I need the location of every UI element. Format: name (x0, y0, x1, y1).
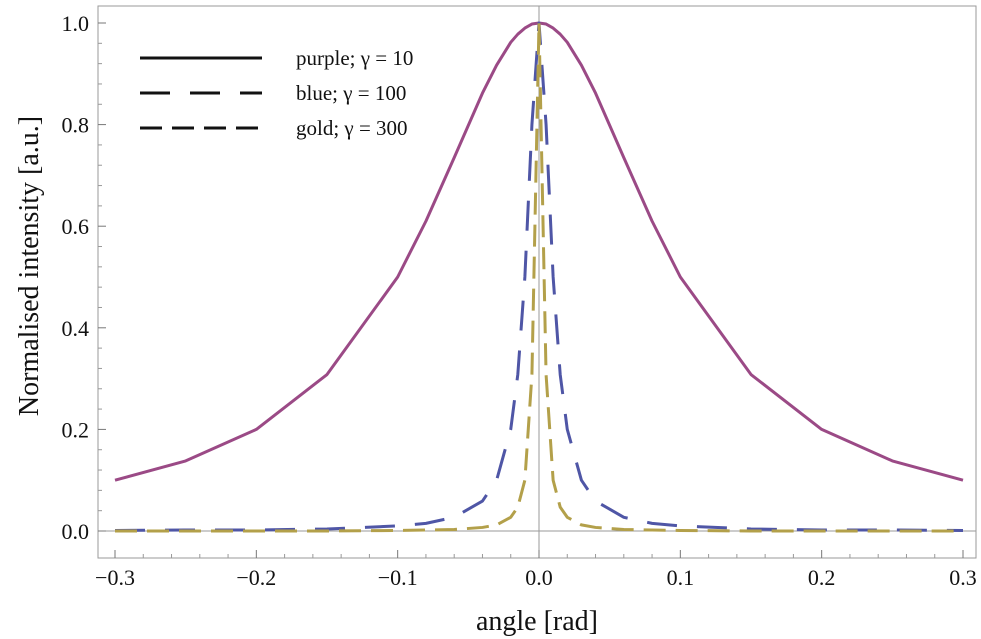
series-line-3 (115, 21, 963, 533)
plot-frame (97, 5, 977, 559)
x-tick-label: 0.0 (525, 565, 553, 590)
legend-label: purple; γ = 10 (296, 46, 413, 70)
y-axis-ticks: 0.0 0.2 0.4 0.6 0.8 1.0 (62, 11, 106, 544)
y-axis-title: Normalised intensity [a.u.] (14, 116, 45, 416)
x-tick-label: −0.2 (236, 565, 276, 590)
y-tick-label: 1.0 (62, 11, 90, 36)
y-tick-label: 0.4 (62, 316, 90, 341)
x-axis-ticks: −0.3 −0.2 −0.1 0.0 0.1 0.2 0.3 (95, 550, 977, 590)
x-tick-label: 0.2 (808, 565, 836, 590)
x-axis-title: angle [rad] (476, 606, 598, 637)
x-tick-label: −0.3 (95, 565, 135, 590)
y-tick-label: 0.8 (62, 113, 90, 138)
series-line-2 (114, 21, 964, 532)
y-tick-label: 0.2 (62, 417, 90, 442)
y-tick-label: 0.0 (62, 519, 90, 544)
legend: purple; γ = 10 blue; γ = 100 gold; γ = 300 (140, 46, 413, 140)
series-layer (114, 21, 964, 533)
y-tick-label: 0.6 (62, 214, 90, 239)
legend-label: blue; γ = 100 (296, 81, 406, 105)
legend-label: gold; γ = 300 (296, 116, 408, 140)
x-tick-label: 0.1 (667, 565, 695, 590)
x-tick-label: −0.1 (378, 565, 418, 590)
x-tick-label: 0.3 (949, 565, 977, 590)
